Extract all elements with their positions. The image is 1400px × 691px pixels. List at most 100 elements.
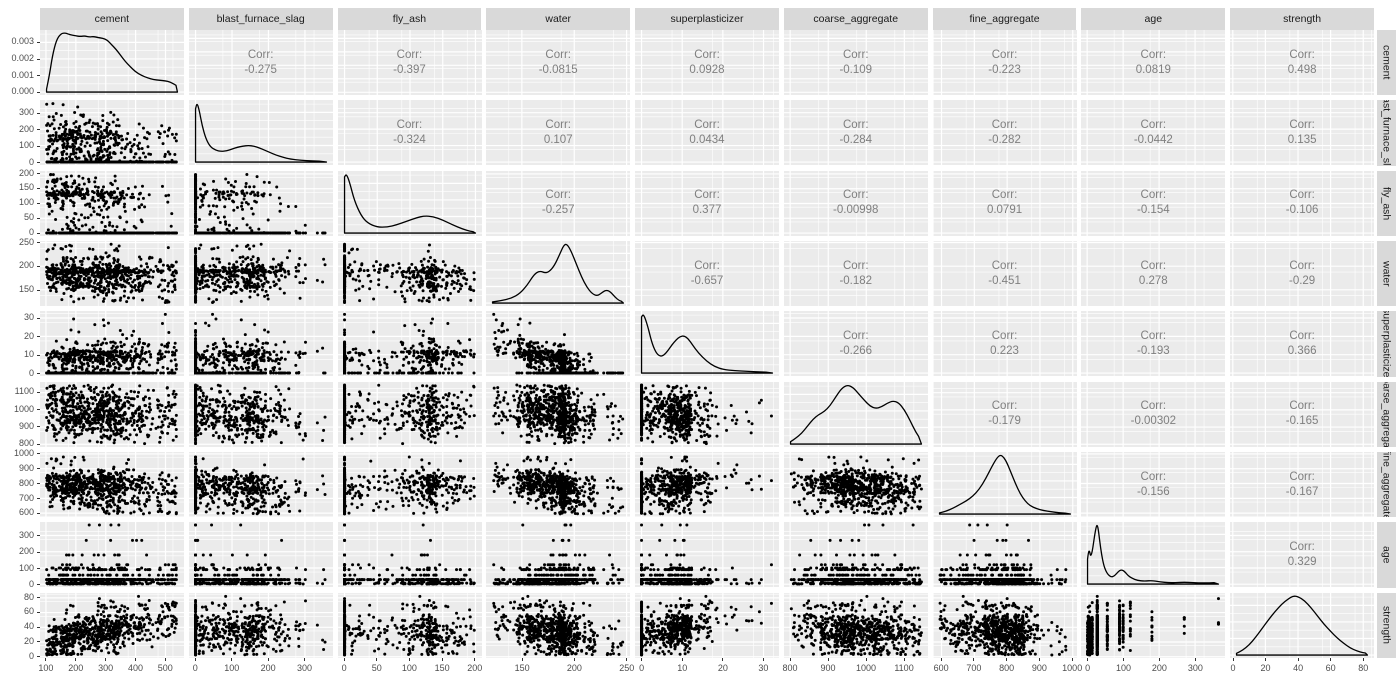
panel-canvas <box>337 522 482 588</box>
y-tick-mark <box>37 232 40 234</box>
panel-canvas <box>486 311 631 377</box>
x-axis-tick-label: 20 <box>717 663 728 673</box>
corr-label: Corr: <box>694 118 720 131</box>
panel-canvas <box>1230 381 1375 447</box>
panel-canvas <box>486 170 631 236</box>
panel-corr-superplasticizer-age: Corr: -0.193 <box>1081 311 1226 377</box>
panel-density-coarse_aggregate-coarse_aggregate <box>783 381 928 447</box>
panel-corr-fly_ash-age: Corr: -0.154 <box>1081 170 1226 236</box>
panel-canvas <box>486 30 631 95</box>
panel-canvas <box>932 241 1077 306</box>
y-tick-mark <box>37 483 40 485</box>
y-axis-tick-label: 200 <box>18 546 34 557</box>
corr-label: Corr: <box>991 48 1018 61</box>
corr-cell-cement-superplasticizer: Corr: 0.0928 <box>635 30 779 95</box>
x-axis-tick-label: 20 <box>1260 663 1271 673</box>
x-tick-mark <box>408 658 410 661</box>
y-axis-tick-label: 0 <box>28 227 34 238</box>
corr-cell-age-strength: Corr: 0.329 <box>1230 522 1374 587</box>
panel-canvas <box>188 241 333 306</box>
corr-cell-fine_aggregate-age: Corr: -0.156 <box>1081 452 1225 517</box>
panel-canvas <box>1081 592 1226 658</box>
column-strip-coarse_aggregate: coarse_aggregate <box>783 8 928 30</box>
y-tick-mark <box>37 336 40 338</box>
corr-value: 0.278 <box>1138 274 1168 287</box>
corr-label: Corr: <box>1140 259 1167 272</box>
x-tick-mark <box>827 658 829 661</box>
panel-corr-cement-strength: Corr: 0.498 <box>1230 30 1375 95</box>
corr-cell-coarse_aggregate-age: Corr: -0.00302 <box>1081 382 1225 447</box>
x-tick-mark <box>940 658 942 661</box>
corr-label: Corr: <box>1140 329 1167 342</box>
row-strip-fine_aggregate: fine_aggregate <box>1377 452 1396 518</box>
y-tick-mark <box>37 58 40 60</box>
y-axis-tick-label: 100 <box>18 140 34 151</box>
column-strip-fine_aggregate: fine_aggregate <box>932 8 1077 30</box>
corr-value: -0.397 <box>393 63 426 76</box>
panel-corr-superplasticizer-fine_aggregate: Corr: 0.223 <box>932 311 1077 377</box>
corr-value: 0.366 <box>1287 344 1317 357</box>
panel-corr-cement-blast_furnace_slag: Corr: -0.275 <box>188 30 333 95</box>
x-tick-mark <box>1297 658 1299 661</box>
panel-canvas <box>337 452 482 517</box>
corr-label: Corr: <box>991 329 1018 342</box>
x-tick-mark <box>1038 658 1040 661</box>
panel-corr-cement-age: Corr: 0.0819 <box>1081 30 1226 95</box>
x-axis-tick-label: 500 <box>157 663 173 673</box>
panel-scatter-superplasticizer-cement <box>40 311 184 377</box>
panel-scatter-age-fly_ash <box>337 522 482 588</box>
x-tick-mark <box>1265 658 1267 661</box>
panel-corr-superplasticizer-coarse_aggregate: Corr: -0.266 <box>783 311 928 377</box>
x-tick-mark <box>1362 658 1364 661</box>
panel-scatter-coarse_aggregate-fly_ash <box>337 381 482 447</box>
panel-canvas <box>783 170 928 236</box>
panel-canvas <box>783 452 928 517</box>
y-axis-tick-label: 20 <box>23 330 34 341</box>
x-tick-mark <box>865 658 867 661</box>
panel-scatter-coarse_aggregate-cement <box>40 381 184 447</box>
y-tick-mark <box>37 354 40 356</box>
y-axis-tick-label: 60 <box>23 606 34 617</box>
y-axis-tick-label: 150 <box>18 284 34 295</box>
x-axis-tick-label: 600 <box>933 663 949 673</box>
panel-canvas <box>40 592 184 658</box>
y-axis-tick-label: 0.001 <box>11 69 34 80</box>
corr-value: -0.282 <box>988 133 1021 146</box>
row-strip-coarse_aggregate: coarse_aggregate <box>1377 381 1396 447</box>
corr-label: Corr: <box>247 48 274 61</box>
panel-corr-cement-fly_ash: Corr: -0.397 <box>337 30 482 95</box>
panel-corr-fly_ash-superplasticizer: Corr: 0.377 <box>635 170 780 236</box>
panel-corr-cement-superplasticizer: Corr: 0.0928 <box>635 30 780 95</box>
y-tick-mark <box>37 409 40 411</box>
corr-cell-superplasticizer-age: Corr: -0.193 <box>1081 311 1225 376</box>
corr-cell-blast_furnace_slag-water: Corr: 0.107 <box>486 100 630 165</box>
panel-corr-blast_furnace_slag-superplasticizer: Corr: 0.0434 <box>635 100 780 166</box>
x-tick-mark <box>573 658 575 661</box>
corr-value: -0.165 <box>1285 415 1319 428</box>
panel-canvas <box>40 30 184 95</box>
corr-value: 0.498 <box>1287 63 1317 76</box>
x-tick-mark <box>164 658 166 661</box>
panel-canvas <box>1230 522 1375 588</box>
panel-canvas <box>188 522 333 588</box>
panel-corr-water-superplasticizer: Corr: -0.657 <box>635 241 780 306</box>
panel-canvas <box>1230 452 1375 517</box>
corr-value: 0.0928 <box>689 63 725 76</box>
y-axis-tick-label: 200 <box>18 123 34 134</box>
corr-cell-cement-age: Corr: 0.0819 <box>1081 30 1225 95</box>
x-axis-tick-label: 1000 <box>1062 663 1083 673</box>
x-axis-tick-label: 0 <box>1230 663 1236 673</box>
panel-corr-cement-fine_aggregate: Corr: -0.223 <box>932 30 1077 95</box>
panel-canvas <box>337 170 482 236</box>
panel-canvas <box>783 30 928 95</box>
x-axis-tick-label: 300 <box>98 663 114 673</box>
corr-value: -0.106 <box>1285 204 1319 217</box>
corr-label: Corr: <box>1289 259 1315 272</box>
corr-label: Corr: <box>991 118 1018 131</box>
panel-scatter-coarse_aggregate-blast_furnace_slag <box>188 381 333 447</box>
y-axis-tick-label: 0.003 <box>11 36 34 47</box>
row-strip-strength: strength <box>1377 592 1396 658</box>
y-axis-tick-label: 800 <box>18 477 34 488</box>
y-tick-mark <box>37 656 40 658</box>
